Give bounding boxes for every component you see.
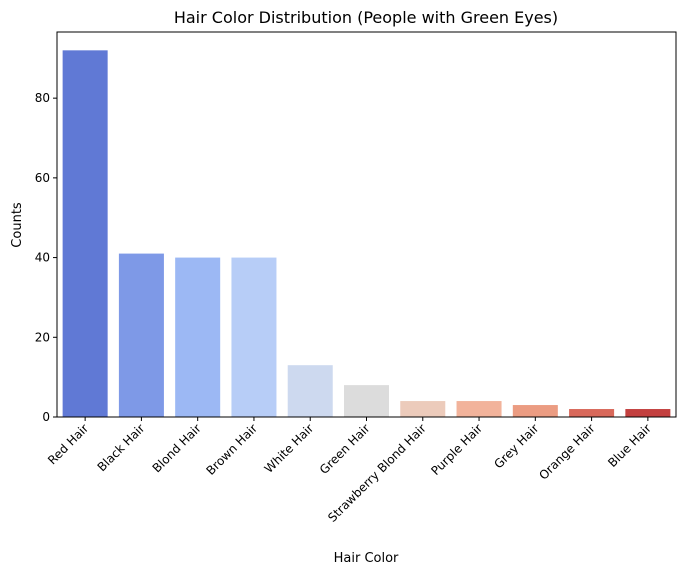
bar-3 (231, 257, 277, 417)
bar-9 (569, 409, 615, 417)
x-tick-label: Blue Hair (605, 421, 654, 470)
x-tick-label: Brown Hair (203, 421, 260, 478)
y-tick-label: 80 (35, 91, 50, 105)
bars-group (62, 50, 671, 417)
x-tick-label: Green Hair (317, 421, 373, 477)
y-axis-label: Counts (10, 202, 25, 248)
x-axis: Red Hair Black Hair Blond Hair Brown Hair Wh… (45, 417, 654, 525)
bar-5 (343, 385, 390, 417)
chart-title: Hair Color Distribution (People with Gre… (174, 8, 558, 27)
x-tick-label: Purple Hair (428, 421, 485, 478)
y-tick-label: 40 (35, 251, 50, 265)
x-tick-label: Red Hair (45, 421, 91, 467)
bar-2 (175, 257, 221, 417)
x-tick-label: Grey Hair (491, 421, 541, 471)
bar-8 (512, 405, 558, 417)
x-tick-label: White Hair (262, 421, 317, 476)
bar-1 (118, 253, 164, 417)
x-axis-label: Hair Color (334, 551, 399, 566)
x-tick-label: Strawberry Blond Hair (325, 421, 429, 525)
bar-10 (625, 409, 671, 417)
plot-frame (56, 31, 677, 418)
bar-6 (400, 401, 446, 417)
y-tick-label: 20 (35, 330, 50, 344)
x-tick-label: Blond Hair (150, 421, 204, 475)
x-tick-label: Orange Hair (536, 421, 597, 482)
bar-0 (62, 50, 108, 417)
bar-7 (456, 401, 502, 417)
bar-4 (287, 365, 333, 417)
y-axis: 0 20 40 60 80 (35, 91, 57, 424)
x-tick-label: Black Hair (95, 421, 148, 474)
y-tick-label: 0 (42, 410, 50, 424)
y-tick-label: 60 (35, 171, 50, 185)
